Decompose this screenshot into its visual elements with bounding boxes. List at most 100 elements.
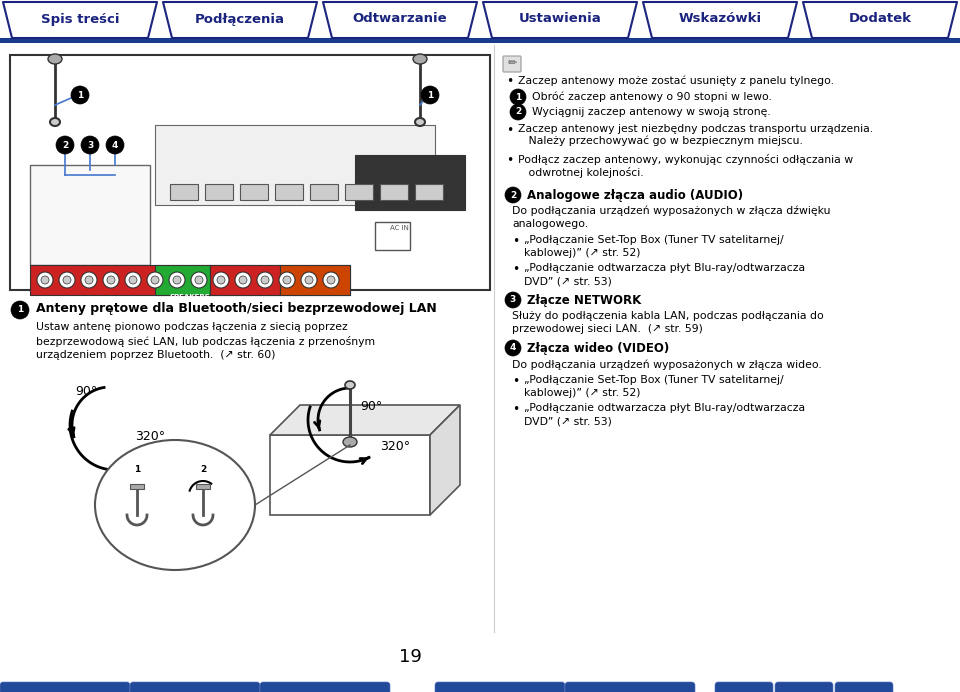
Text: Ustawienia: Ustawienia xyxy=(518,12,601,26)
FancyBboxPatch shape xyxy=(0,682,130,692)
Text: kablowej)” (↗ str. 52): kablowej)” (↗ str. 52) xyxy=(524,388,640,398)
Text: 1: 1 xyxy=(17,305,23,314)
Text: 1: 1 xyxy=(427,91,433,100)
Circle shape xyxy=(195,462,211,478)
Circle shape xyxy=(81,272,97,288)
Text: Wskazówki: Wskazówki xyxy=(679,12,761,26)
Ellipse shape xyxy=(95,440,255,570)
Circle shape xyxy=(283,276,291,284)
Text: Zaczep antenowy może zostać usunięty z panelu tylnego.: Zaczep antenowy może zostać usunięty z p… xyxy=(518,75,834,86)
Text: 320°: 320° xyxy=(380,440,410,453)
Bar xyxy=(30,165,150,265)
Text: ✏: ✏ xyxy=(507,58,516,68)
Bar xyxy=(30,265,350,295)
Text: 2: 2 xyxy=(510,190,516,199)
Text: Obróć zaczep antenowy o 90 stopni w lewo.: Obróć zaczep antenowy o 90 stopni w lewo… xyxy=(532,92,772,102)
FancyBboxPatch shape xyxy=(835,682,893,692)
Circle shape xyxy=(510,104,526,120)
Text: SPEAKERS: SPEAKERS xyxy=(170,294,211,300)
Text: „Podłączanie odtwarzacza płyt Blu-ray/odtwarzacza: „Podłączanie odtwarzacza płyt Blu-ray/od… xyxy=(524,403,805,413)
Circle shape xyxy=(106,136,124,154)
Text: Wyciągnij zaczep antenowy w swoją stronę.: Wyciągnij zaczep antenowy w swoją stronę… xyxy=(532,107,771,117)
Circle shape xyxy=(279,272,295,288)
Circle shape xyxy=(129,276,137,284)
Text: Służy do podłączenia kabla LAN, podczas podłączania do: Służy do podłączenia kabla LAN, podczas … xyxy=(512,311,824,321)
Circle shape xyxy=(195,276,203,284)
Text: 19: 19 xyxy=(398,648,421,666)
Text: Spis treści: Spis treści xyxy=(40,12,119,26)
Ellipse shape xyxy=(48,54,62,64)
Circle shape xyxy=(81,136,99,154)
FancyBboxPatch shape xyxy=(261,683,389,692)
Circle shape xyxy=(41,276,49,284)
Text: „Podłączanie Set-Top Box (Tuner TV satelitarnej/: „Podłączanie Set-Top Box (Tuner TV satel… xyxy=(524,375,783,385)
Text: 90°: 90° xyxy=(360,400,382,413)
Bar xyxy=(210,265,280,295)
FancyBboxPatch shape xyxy=(716,683,772,692)
Circle shape xyxy=(103,272,119,288)
Bar xyxy=(240,184,268,200)
Circle shape xyxy=(169,272,185,288)
FancyBboxPatch shape xyxy=(260,682,390,692)
Circle shape xyxy=(217,276,225,284)
Bar xyxy=(0,38,960,43)
Text: 3: 3 xyxy=(86,140,93,149)
Bar xyxy=(155,265,210,295)
Ellipse shape xyxy=(50,118,60,126)
Circle shape xyxy=(129,462,145,478)
FancyBboxPatch shape xyxy=(130,682,260,692)
FancyBboxPatch shape xyxy=(776,683,832,692)
Ellipse shape xyxy=(413,54,427,64)
FancyBboxPatch shape xyxy=(565,682,695,692)
Circle shape xyxy=(125,272,141,288)
Bar xyxy=(155,125,435,205)
Text: 4: 4 xyxy=(510,343,516,352)
Bar xyxy=(415,184,443,200)
Text: 2: 2 xyxy=(515,107,521,116)
Text: Anteny prętowe dla Bluetooth/sieci bezprzewodowej LAN: Anteny prętowe dla Bluetooth/sieci bezpr… xyxy=(36,302,437,315)
Bar xyxy=(375,222,410,250)
Bar xyxy=(275,184,303,200)
Circle shape xyxy=(213,272,229,288)
Text: Analogowe złącza audio (AUDIO): Analogowe złącza audio (AUDIO) xyxy=(527,189,743,202)
Text: Dodatek: Dodatek xyxy=(849,12,911,26)
Ellipse shape xyxy=(343,437,357,447)
Bar xyxy=(130,484,144,489)
Text: 2: 2 xyxy=(61,140,68,149)
Text: 320°: 320° xyxy=(135,430,165,443)
Bar xyxy=(170,184,198,200)
Text: kablowej)” (↗ str. 52): kablowej)” (↗ str. 52) xyxy=(524,248,640,258)
Text: Podłączenia: Podłączenia xyxy=(195,12,285,26)
Circle shape xyxy=(421,86,439,104)
Circle shape xyxy=(239,276,247,284)
FancyBboxPatch shape xyxy=(503,56,521,72)
Circle shape xyxy=(173,276,181,284)
Text: •: • xyxy=(512,235,519,248)
Circle shape xyxy=(305,276,313,284)
Circle shape xyxy=(59,272,75,288)
Bar xyxy=(345,184,373,200)
Circle shape xyxy=(56,136,74,154)
Circle shape xyxy=(261,276,269,284)
Polygon shape xyxy=(483,2,637,38)
Polygon shape xyxy=(323,2,477,38)
Circle shape xyxy=(11,301,29,319)
Text: 1: 1 xyxy=(133,466,140,475)
Circle shape xyxy=(151,276,159,284)
Circle shape xyxy=(37,272,53,288)
FancyBboxPatch shape xyxy=(131,683,259,692)
Text: „Podłączanie odtwarzacza płyt Blu-ray/odtwarzacza: „Podłączanie odtwarzacza płyt Blu-ray/od… xyxy=(524,263,805,273)
Circle shape xyxy=(510,89,526,105)
Circle shape xyxy=(107,276,115,284)
Text: •: • xyxy=(506,75,514,88)
Text: Do podłączania urządzeń wyposażonych w złącza wideo.: Do podłączania urządzeń wyposażonych w z… xyxy=(512,359,822,370)
Text: Złącza wideo (VIDEO): Złącza wideo (VIDEO) xyxy=(527,342,669,355)
Text: „Podłączanie Set-Top Box (Tuner TV satelitarnej/: „Podłączanie Set-Top Box (Tuner TV satel… xyxy=(524,235,783,245)
Circle shape xyxy=(323,272,339,288)
Text: AC IN: AC IN xyxy=(390,225,409,231)
Text: •: • xyxy=(512,403,519,416)
FancyBboxPatch shape xyxy=(566,683,694,692)
Ellipse shape xyxy=(345,381,355,389)
Circle shape xyxy=(147,272,163,288)
Text: •: • xyxy=(512,375,519,388)
